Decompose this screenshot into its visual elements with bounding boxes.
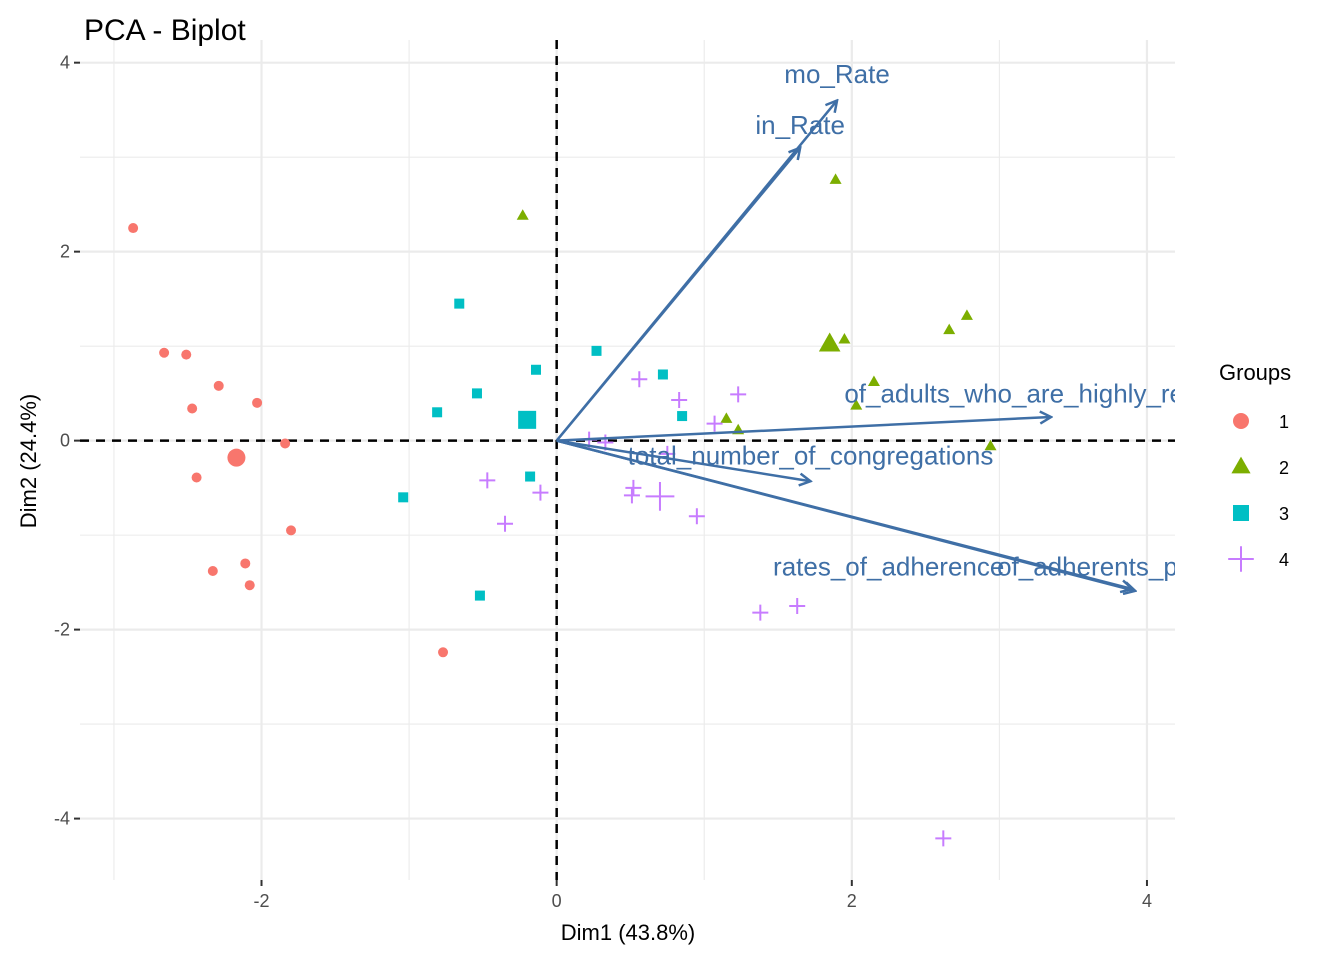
data-point-group-4 [497,515,514,532]
variable-label: rates_of_adherence [773,551,1004,581]
x-tick-label: -2 [254,891,270,911]
y-tick-label: -4 [54,809,70,829]
data-point-group-3 [677,411,688,422]
data-point-group-1 [240,558,251,569]
x-tick-label: 4 [1142,891,1152,911]
data-point-group-4 [532,484,549,501]
x-tick-label: 2 [847,891,857,911]
data-point-group-1 [191,472,202,483]
legend-key-4 [1228,546,1254,572]
legend-key-1 [1233,413,1249,429]
data-point-group-3 [454,298,465,309]
variable-label: of_adherents_per_1000 [997,551,1273,581]
centroid-group-3 [518,410,537,429]
data-point-group-4 [625,479,642,496]
data-point-group-2 [850,399,863,410]
legend-title: Groups [1219,360,1291,385]
data-point-group-4 [706,415,723,432]
variable-arrow [555,148,800,442]
data-point-group-1 [187,403,198,414]
y-tick-label: 4 [60,53,70,73]
data-point-group-2 [516,209,529,220]
data-point-group-2 [960,309,973,320]
legend-key-2 [1231,456,1251,474]
variable-label: in_Rate [755,110,845,140]
legend-key-3 [1233,505,1249,521]
grid-lines [80,40,1175,880]
data-point-group-2 [943,323,956,335]
centroid-group-4 [645,481,675,511]
data-point-group-4 [730,386,747,403]
variable-arrow [556,439,811,482]
data-point-group-2 [838,333,851,344]
data-point-group-1 [159,347,170,358]
variable-label: of_adults_who_are_highly_religious [844,378,1257,408]
data-point-group-1 [286,525,297,536]
legend-label: 3 [1279,504,1289,524]
data-point-group-1 [213,380,224,391]
data-point-group-1 [252,397,263,408]
data-point-group-2 [984,439,997,451]
data-point-group-4 [688,508,705,525]
legend: Groups 1 2 3 4 [1219,360,1291,572]
data-point-group-1 [207,566,218,577]
data-point-group-1 [128,223,139,234]
data-point-group-1 [280,438,291,449]
reference-lines [80,40,1175,880]
data-point-group-4 [623,487,640,504]
data-point-group-1 [244,580,255,591]
y-tick-label: -2 [54,620,70,640]
data-point-group-1 [181,349,192,360]
data-point-group-4 [631,371,648,388]
data-point-group-3 [474,590,485,601]
data-point-group-2 [867,375,880,387]
variable-arrows: mo_Rate in_Rate of_adults_who_are_highly_r… [555,59,1273,591]
data-point-group-4 [671,392,688,408]
centroid-group-2 [818,332,841,352]
data-point-group-3 [471,388,482,399]
points-layer [128,173,997,847]
data-point-group-3 [657,369,668,380]
data-point-group-4 [479,472,496,489]
y-tick-label: 0 [60,431,70,451]
legend-label: 4 [1279,550,1289,570]
chart-title: PCA - Biplot [84,14,246,47]
variable-label: mo_Rate [784,59,890,89]
variable-label: total_number_of_congregations [628,441,994,471]
data-point-group-2 [829,173,842,184]
legend-label: 1 [1279,412,1289,432]
axis-ticks: -2 0 2 4 -4 -2 0 2 4 [54,53,1152,911]
data-point-group-1 [438,647,449,658]
data-point-group-3 [432,407,443,418]
data-point-group-3 [531,364,542,375]
data-point-group-4 [789,597,806,614]
data-point-group-4 [935,830,952,847]
data-point-group-2 [720,412,733,423]
variable-arrow [556,417,1051,442]
x-axis-label: Dim1 (43.8%) [561,920,695,945]
data-point-group-3 [591,345,602,356]
legend-label: 2 [1279,458,1289,478]
data-point-group-3 [525,471,536,482]
centroid-group-1 [227,448,246,467]
variable-arrow [556,439,1135,591]
data-point-group-3 [398,492,409,503]
x-tick-label: 0 [552,891,562,911]
y-tick-label: 2 [60,242,70,262]
y-axis-label: Dim2 (24.4%) [16,394,41,528]
data-point-group-4 [752,604,769,621]
